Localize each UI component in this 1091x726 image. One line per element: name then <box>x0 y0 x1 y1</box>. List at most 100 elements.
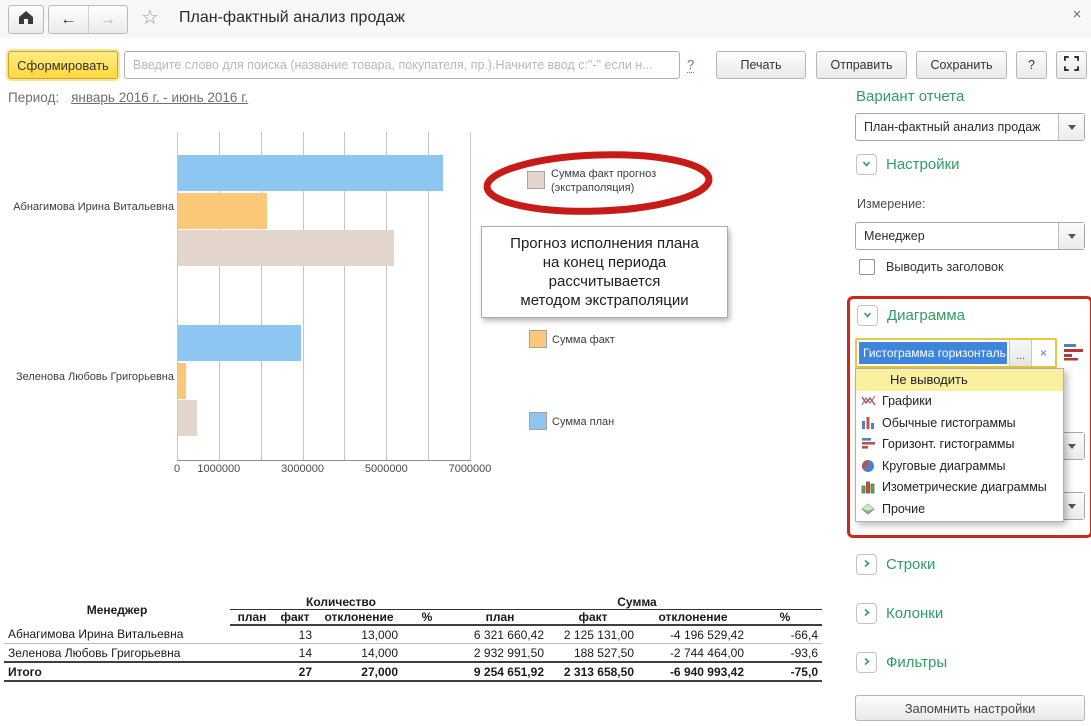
col-subheader: факт <box>274 609 316 626</box>
rows-expand-button[interactable] <box>856 554 877 575</box>
chart-type-option[interactable]: Графики <box>856 391 1063 413</box>
other-chart-icon <box>860 502 876 516</box>
chevron-right-icon <box>861 556 872 574</box>
cell-value: 27,000 <box>316 661 402 682</box>
window-titlebar: ← → ☆ План-фактный анализ продаж × <box>0 0 1091 38</box>
col-header-manager: Менеджер <box>86 603 148 617</box>
cell-manager: Итого <box>4 661 230 682</box>
columns-expand-button[interactable] <box>856 603 877 624</box>
settings-collapse-button[interactable] <box>856 154 877 175</box>
cell-value: -2 744 464,00 <box>638 643 748 663</box>
legend-swatch-plan <box>529 412 547 430</box>
page-title: План-фактный анализ продаж <box>179 9 405 26</box>
col-subheader: план <box>452 609 548 626</box>
dimension-label: Измерение: <box>857 197 926 211</box>
legend-swatch-fact <box>529 330 547 348</box>
save-button[interactable]: Сохранить <box>916 51 1007 79</box>
chart-type-option[interactable]: Горизонт. гистограммы <box>856 434 1063 456</box>
chart-type-option[interactable]: Обычные гистограммы <box>856 412 1063 434</box>
chart-type-option-label: Изометрические диаграммы <box>882 480 1047 495</box>
cell-value: -4 196 529,42 <box>638 625 748 644</box>
remember-settings-button[interactable]: Запомнить настройки <box>855 695 1085 721</box>
dimension-dropdown-arrow[interactable] <box>1058 223 1084 249</box>
table-row: Зеленова Любовь Григорьевна 14 14,000 2 932… <box>4 643 822 663</box>
legend-swatch-forecast <box>527 171 545 189</box>
bar-forecast <box>178 400 198 436</box>
period-link[interactable]: январь 2016 г. - июнь 2016 г. <box>71 90 249 105</box>
home-icon <box>18 10 34 30</box>
cell-value: 27 <box>274 661 316 682</box>
chevron-right-icon <box>861 654 872 672</box>
x-tick-label: 1000000 <box>197 463 241 475</box>
chart-type-option-label: Горизонт. гистограммы <box>882 437 1015 452</box>
bar-chart: 0 1000000 3000000 5000000 7000000 Абнагимова … <box>13 132 492 475</box>
legend-label-plan: Сумма план <box>552 416 615 428</box>
chart-type-option-label: Обычные гистограммы <box>882 415 1016 430</box>
cell-value: 9 254 651,92 <box>452 661 548 682</box>
x-tick-label: 3000000 <box>281 463 324 475</box>
variant-dropdown-arrow[interactable] <box>1058 114 1084 140</box>
chart-type-combo[interactable]: Гистограмма горизонталь ... × <box>855 338 1057 368</box>
chart-type-option[interactable]: Изометрические диаграммы <box>856 477 1063 499</box>
chart-type-dropdown-list: Не выводить Графики Обычные гистограммы Гор… <box>855 368 1064 522</box>
fullscreen-icon <box>1063 55 1080 74</box>
variant-dropdown[interactable]: План-фактный анализ продаж <box>855 113 1085 141</box>
cell-value: 13 <box>274 625 316 644</box>
x-tick-label: 7000000 <box>448 463 492 475</box>
chart-type-option[interactable]: Прочие <box>856 498 1063 520</box>
legend-label-forecast: Сумма факт прогноз (экстраполяция) <box>551 168 657 194</box>
show-title-checkbox[interactable] <box>859 259 875 275</box>
chart-type-option-label: Не выводить <box>890 372 968 388</box>
col-subheader: факт <box>548 609 638 626</box>
cell-value: 2 932 991,50 <box>452 643 548 663</box>
search-input[interactable] <box>124 51 680 79</box>
send-button[interactable]: Отправить <box>816 51 907 79</box>
cell-value <box>402 661 452 682</box>
report-table: Менеджер Количество Сумма план факт отклонени… <box>4 595 822 682</box>
chart-type-option[interactable]: Не выводить <box>856 369 1063 391</box>
diagram-collapse-button[interactable] <box>857 305 878 326</box>
table-total-row: Итого 27 27,000 9 254 651,92 2 313 658,50 -6 … <box>4 661 822 682</box>
chart-type-more-button[interactable]: ... <box>1009 340 1031 366</box>
chart-type-option[interactable]: Круговые диаграммы <box>856 455 1063 477</box>
diagram-header[interactable]: Диаграмма <box>887 307 966 324</box>
filters-header[interactable]: Фильтры <box>886 654 948 671</box>
bar-fact <box>178 362 186 399</box>
bar-plan <box>178 155 443 191</box>
chevron-down-icon <box>1067 233 1076 239</box>
cell-value: -75,0 <box>748 661 822 682</box>
filters-section: Фильтры <box>856 652 947 673</box>
close-icon[interactable]: × <box>1072 6 1082 23</box>
variant-dropdown-value: План-фактный анализ продаж <box>864 120 1041 134</box>
bar-chart-icon <box>860 416 876 430</box>
back-button[interactable]: ← <box>49 6 89 33</box>
cell-value: 14 <box>274 643 316 663</box>
generate-button[interactable]: Сформировать <box>8 51 118 79</box>
category-label: Зеленова Любовь Григорьевна <box>15 371 174 383</box>
favorite-star-icon[interactable]: ☆ <box>141 7 159 29</box>
gridline <box>428 132 430 460</box>
rows-header[interactable]: Строки <box>886 556 936 573</box>
hbar-chart-icon <box>860 437 876 451</box>
diagram-section: Диаграмма <box>857 305 965 326</box>
columns-header[interactable]: Колонки <box>886 605 944 622</box>
filters-expand-button[interactable] <box>856 652 877 673</box>
settings-header[interactable]: Настройки <box>886 156 960 173</box>
col-group-quantity: Количество <box>230 595 452 610</box>
cell-value: 2 313 658,50 <box>548 661 638 682</box>
forward-button[interactable]: → <box>89 6 128 33</box>
print-button[interactable]: Печать <box>716 51 806 79</box>
gridline <box>344 132 346 460</box>
cell-value <box>402 643 452 663</box>
search-help-link[interactable]: ? <box>687 57 695 73</box>
bar-plan <box>178 325 301 361</box>
home-button[interactable] <box>8 5 44 34</box>
dimension-dropdown[interactable]: Менеджер <box>855 222 1085 250</box>
col-subheader: отклонение <box>638 609 748 626</box>
cell-manager: Абнагимова Ирина Витальевна <box>4 625 230 644</box>
settings-section: Настройки <box>856 154 960 175</box>
help-button[interactable]: ? <box>1016 51 1047 79</box>
fullscreen-button[interactable] <box>1056 51 1087 79</box>
chart-type-clear-button[interactable]: × <box>1031 340 1055 366</box>
cell-value: 14,000 <box>316 643 402 663</box>
